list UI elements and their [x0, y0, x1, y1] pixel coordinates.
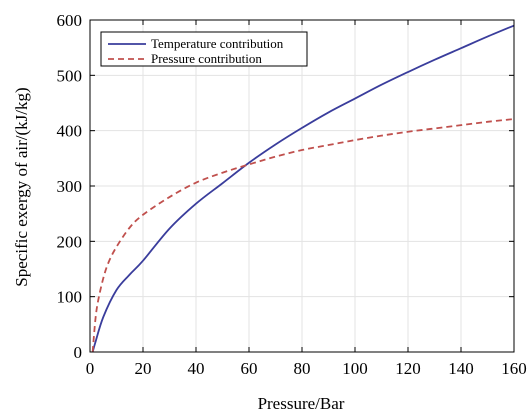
x-tick-label: 0 — [86, 359, 95, 378]
y-tick-label: 400 — [57, 122, 83, 141]
y-tick-label: 100 — [57, 288, 83, 307]
x-tick-label: 120 — [395, 359, 421, 378]
grid-lines — [90, 20, 514, 352]
x-tick-label: 80 — [294, 359, 311, 378]
x-tick-label: 140 — [448, 359, 474, 378]
x-tick-label: 160 — [501, 359, 527, 378]
y-axis-title: Specific exergy of air/(kJ/kg) — [12, 87, 31, 286]
series-layer — [91, 24, 515, 353]
legend-label-pressure: Pressure contribution — [151, 51, 262, 66]
legend-label-temperature: Temperature contribution — [151, 36, 284, 51]
x-axis-title: Pressure/Bar — [258, 394, 345, 413]
pressure-contribution-line — [91, 118, 515, 353]
x-tick-label: 20 — [135, 359, 152, 378]
y-tick-label: 600 — [57, 11, 83, 30]
temperature-contribution-line — [91, 24, 515, 353]
y-tick-label: 300 — [57, 177, 83, 196]
legend: Temperature contribution Pressure contri… — [100, 31, 308, 67]
axis-ticks: 0 20 40 60 80 100 120 140 160 0 100 200 300 400 500 600 — [57, 11, 527, 378]
legend-box — [100, 31, 308, 67]
y-tick-label: 200 — [57, 232, 83, 251]
x-tick-label: 100 — [342, 359, 368, 378]
x-tick-label: 40 — [188, 359, 205, 378]
y-tick-label: 500 — [57, 66, 83, 85]
x-tick-label: 60 — [241, 359, 258, 378]
y-tick-label: 0 — [74, 343, 83, 362]
